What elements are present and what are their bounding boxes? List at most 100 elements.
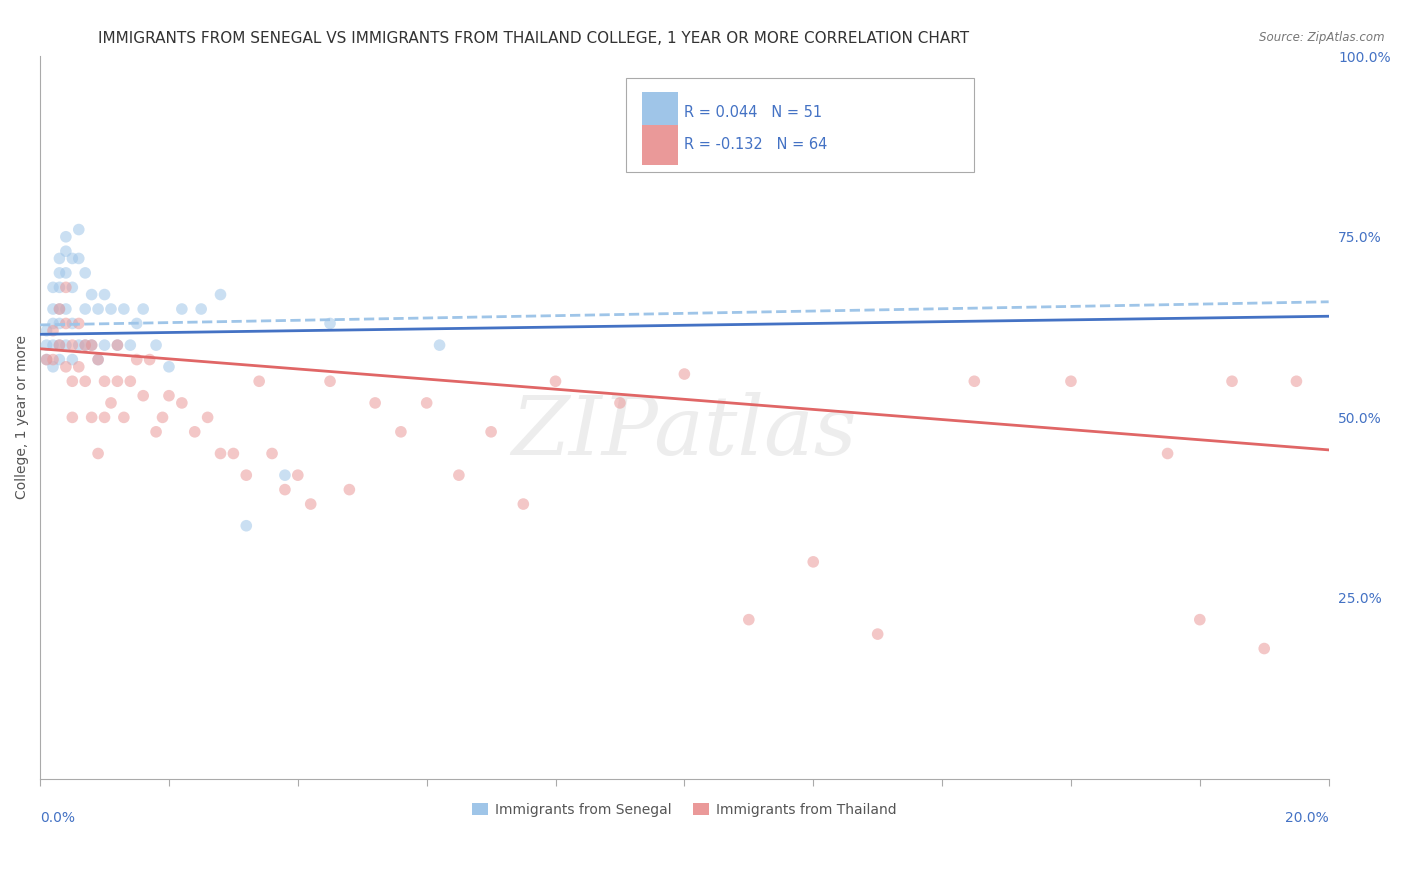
Point <box>170 301 193 316</box>
Point <box>60 352 83 367</box>
Point <box>67 359 90 374</box>
Y-axis label: College, 1 year or more: College, 1 year or more <box>15 335 30 500</box>
Point <box>609 396 631 410</box>
Point <box>55 280 77 294</box>
Point <box>75 374 97 388</box>
Point <box>429 338 451 352</box>
Point <box>157 389 180 403</box>
Point <box>801 555 824 569</box>
Point <box>48 317 70 331</box>
Point <box>287 468 309 483</box>
Point <box>209 287 232 301</box>
Point <box>48 352 70 367</box>
Point <box>42 280 65 294</box>
Point <box>60 252 83 266</box>
Point <box>319 374 342 388</box>
Text: Source: ZipAtlas.com: Source: ZipAtlas.com <box>1260 31 1385 45</box>
Point <box>197 410 219 425</box>
Point <box>48 301 70 316</box>
Legend: Immigrants from Senegal, Immigrants from Thailand: Immigrants from Senegal, Immigrants from… <box>467 797 903 822</box>
Text: ZIPatlas: ZIPatlas <box>512 392 858 472</box>
Point <box>673 367 696 381</box>
Point <box>60 338 83 352</box>
Point <box>138 352 160 367</box>
Point <box>132 301 155 316</box>
Point <box>738 613 761 627</box>
Point <box>75 301 97 316</box>
Point <box>55 301 77 316</box>
Point <box>60 280 83 294</box>
Point <box>1253 641 1275 656</box>
Point <box>48 338 70 352</box>
Point <box>319 317 342 331</box>
Point <box>42 324 65 338</box>
Point <box>87 352 110 367</box>
Point <box>42 359 65 374</box>
Point <box>132 389 155 403</box>
Point <box>152 410 174 425</box>
Point <box>866 627 889 641</box>
Point <box>55 244 77 259</box>
FancyBboxPatch shape <box>627 78 974 172</box>
Point <box>447 468 470 483</box>
Point <box>48 301 70 316</box>
Point <box>222 446 245 460</box>
Point <box>170 396 193 410</box>
Point <box>209 446 232 460</box>
Point <box>67 338 90 352</box>
Point <box>100 396 122 410</box>
Point <box>42 338 65 352</box>
Point <box>87 301 110 316</box>
Point <box>389 425 412 439</box>
Point <box>479 425 502 439</box>
Point <box>299 497 322 511</box>
Point <box>963 374 986 388</box>
Point <box>107 338 129 352</box>
Text: 20.0%: 20.0% <box>1285 811 1329 825</box>
Point <box>67 252 90 266</box>
Point <box>544 374 567 388</box>
Point <box>512 497 534 511</box>
Point <box>93 338 115 352</box>
Point <box>60 410 83 425</box>
Point <box>125 317 148 331</box>
Point <box>100 301 122 316</box>
Point <box>48 266 70 280</box>
Point <box>35 352 58 367</box>
Point <box>107 374 129 388</box>
Point <box>274 483 297 497</box>
Point <box>60 317 83 331</box>
Point <box>120 374 142 388</box>
Point <box>93 374 115 388</box>
Point <box>80 338 103 352</box>
Point <box>260 446 283 460</box>
Point <box>60 374 83 388</box>
Point <box>35 352 58 367</box>
Point <box>112 410 135 425</box>
Point <box>80 410 103 425</box>
Point <box>42 301 65 316</box>
Text: 0.0%: 0.0% <box>41 811 75 825</box>
Point <box>125 352 148 367</box>
Point <box>80 338 103 352</box>
Point <box>235 518 257 533</box>
Point <box>87 446 110 460</box>
Point <box>75 266 97 280</box>
Point <box>48 338 70 352</box>
Text: R = -0.132   N = 64: R = -0.132 N = 64 <box>685 137 828 153</box>
Point <box>48 280 70 294</box>
Point <box>93 287 115 301</box>
Point <box>87 352 110 367</box>
Point <box>1220 374 1243 388</box>
Point <box>1285 374 1308 388</box>
Point <box>190 301 212 316</box>
Point <box>120 338 142 352</box>
Point <box>247 374 270 388</box>
Point <box>184 425 207 439</box>
Point <box>67 317 90 331</box>
FancyBboxPatch shape <box>643 125 678 164</box>
Point <box>145 425 167 439</box>
Point <box>1188 613 1211 627</box>
Point <box>55 317 77 331</box>
Point <box>75 338 97 352</box>
